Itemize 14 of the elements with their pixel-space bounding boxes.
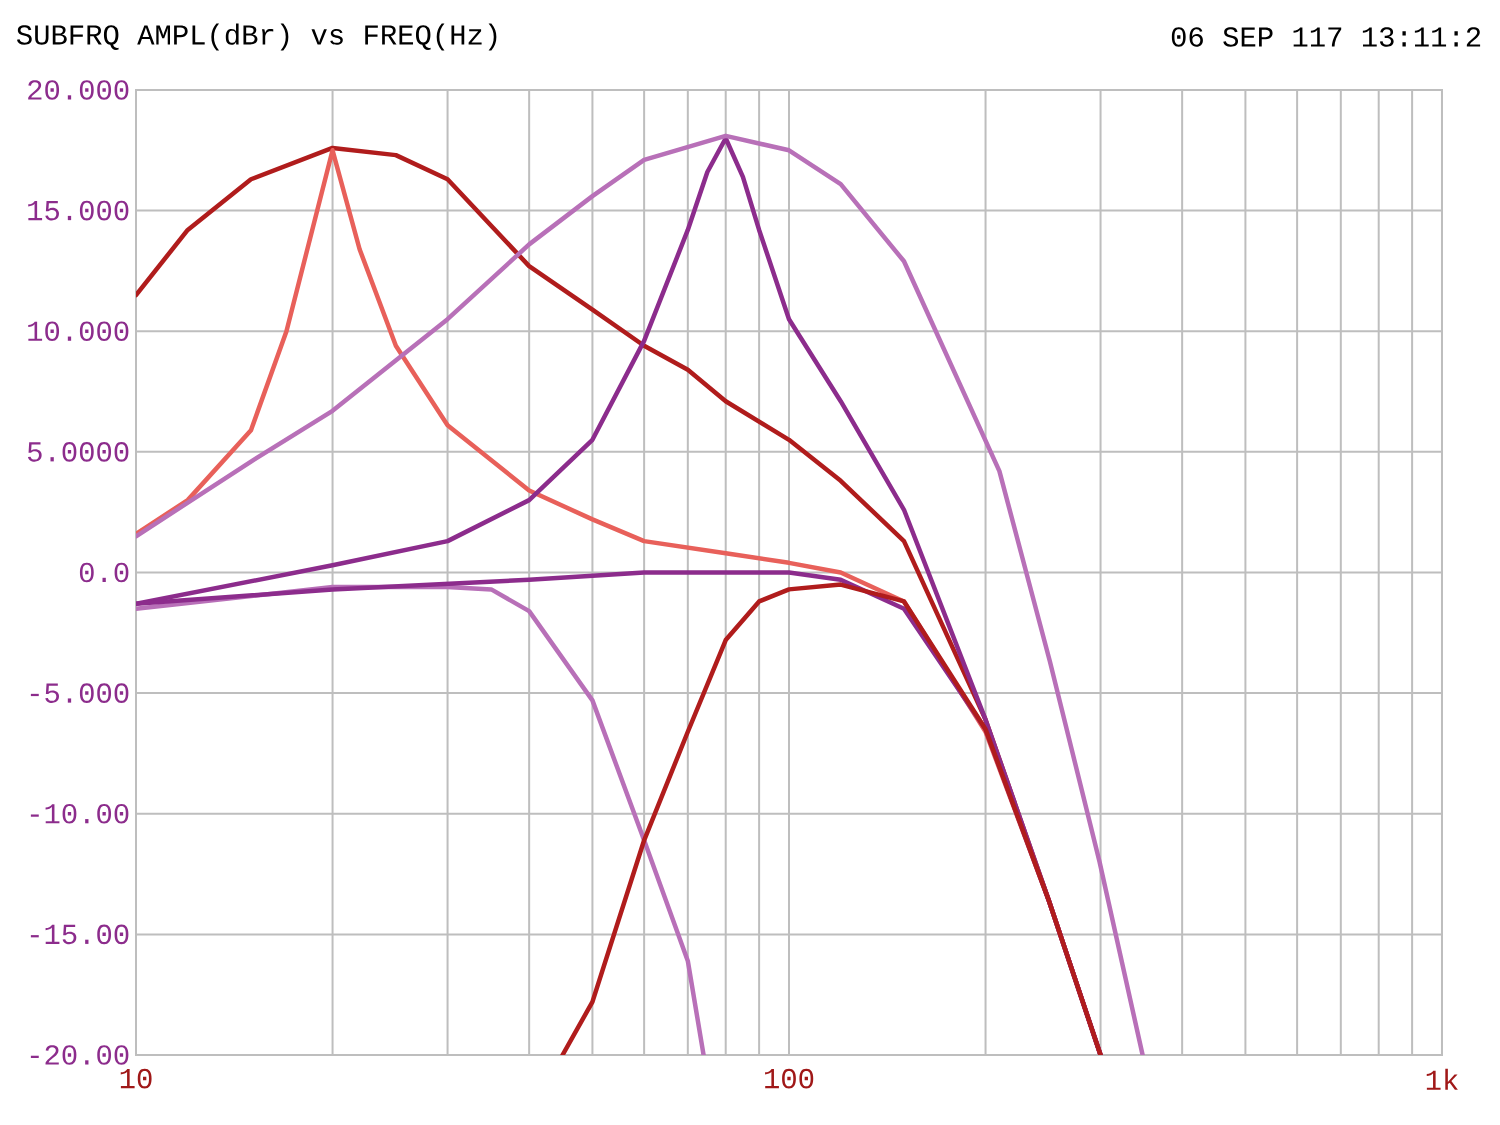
x-tick-label: 1k (1426, 1068, 1458, 1090)
text: 06 SEP 117 13:11:2 (1171, 27, 1481, 47)
chart-title: SUBFRQ AMPL(dBr) vs FREQ(Hz) (16, 23, 497, 51)
y-tick-label: -15.00 (30, 924, 129, 945)
y-tick-label: -10.00 (30, 803, 129, 824)
y-tick-label: 0.0 (79, 562, 129, 583)
y-tick-label: 20.000 (28, 80, 129, 100)
y-tick-label: -5.000 (30, 683, 129, 703)
y-tick-label: 15.000 (28, 200, 129, 221)
y-tick-label: 5.0000 (27, 442, 129, 462)
x-tick-label: 100 (765, 1068, 814, 1089)
y-tick-label: 10.000 (28, 321, 129, 342)
x-tick-label: 10 (120, 1068, 152, 1089)
y-tick-label: -20.00 (30, 1045, 129, 1065)
